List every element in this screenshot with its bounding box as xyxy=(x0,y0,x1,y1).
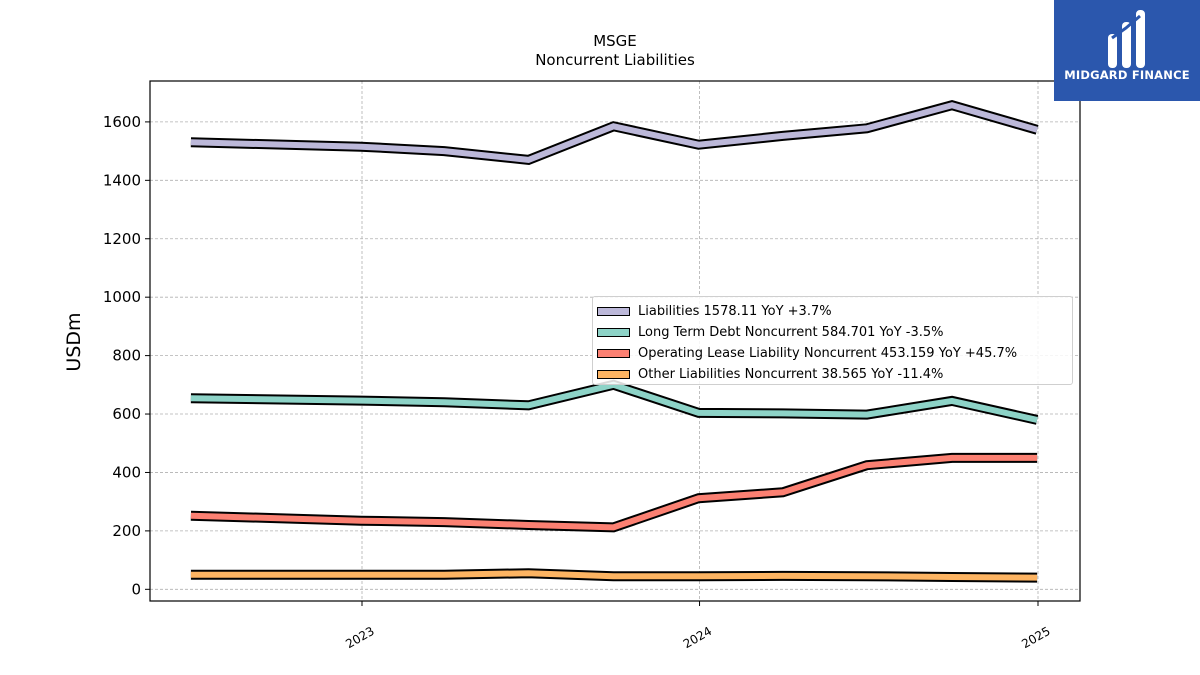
y-tick-label: 1400 xyxy=(103,171,141,189)
legend-swatch xyxy=(597,349,630,358)
y-tick-label: 0 xyxy=(131,580,141,598)
chart-title: MSGE xyxy=(593,32,637,50)
legend-item-long-term-debt: Long Term Debt Noncurrent 584.701 YoY -3… xyxy=(593,322,1072,343)
legend-item-other-liabilities: Other Liabilities Noncurrent 38.565 YoY … xyxy=(593,364,1072,385)
legend-label: Operating Lease Liability Noncurrent 453… xyxy=(638,346,1018,361)
chart-title-block: MSGE Noncurrent Liabilities xyxy=(415,32,815,70)
legend-label: Liabilities 1578.11 YoY +3.7% xyxy=(638,304,832,319)
chart-subtitle: Noncurrent Liabilities xyxy=(535,51,695,69)
logo-mark-icon xyxy=(1108,10,1145,68)
legend-swatch xyxy=(597,307,630,316)
series-line xyxy=(190,570,1038,581)
y-axis-label: USDm xyxy=(63,312,85,371)
y-tick-label: 1200 xyxy=(103,230,141,248)
y-tick-label: 200 xyxy=(112,522,141,540)
y-tick-label: 400 xyxy=(112,463,141,481)
x-tick-label: 2024 xyxy=(681,624,714,651)
series-line xyxy=(190,102,1038,163)
series-outline xyxy=(190,100,1039,166)
y-tick-label: 600 xyxy=(112,405,141,423)
legend-swatch xyxy=(597,370,630,379)
legend-item-liabilities: Liabilities 1578.11 YoY +3.7% xyxy=(593,301,1072,322)
y-tick-label: 1600 xyxy=(103,113,141,131)
legend-item-operating-lease: Operating Lease Liability Noncurrent 453… xyxy=(593,343,1072,364)
y-tick-label: 1000 xyxy=(103,288,141,306)
series-line xyxy=(190,381,1038,423)
series-line xyxy=(190,454,1038,531)
series-lines xyxy=(190,100,1039,583)
legend-label: Other Liabilities Noncurrent 38.565 YoY … xyxy=(638,367,944,382)
y-tick-label: 800 xyxy=(112,347,141,365)
plot-frame xyxy=(149,80,1081,602)
x-tick-label: 2023 xyxy=(343,624,376,651)
chart-legend: Liabilities 1578.11 YoY +3.7% Long Term … xyxy=(592,296,1073,385)
x-tick-label: 2025 xyxy=(1019,624,1052,651)
legend-label: Long Term Debt Noncurrent 584.701 YoY -3… xyxy=(638,325,944,340)
brand-name: MIDGARD FINANCE xyxy=(1064,68,1190,82)
legend-swatch xyxy=(597,328,630,337)
brand-logo: MIDGARD FINANCE xyxy=(1054,0,1200,101)
